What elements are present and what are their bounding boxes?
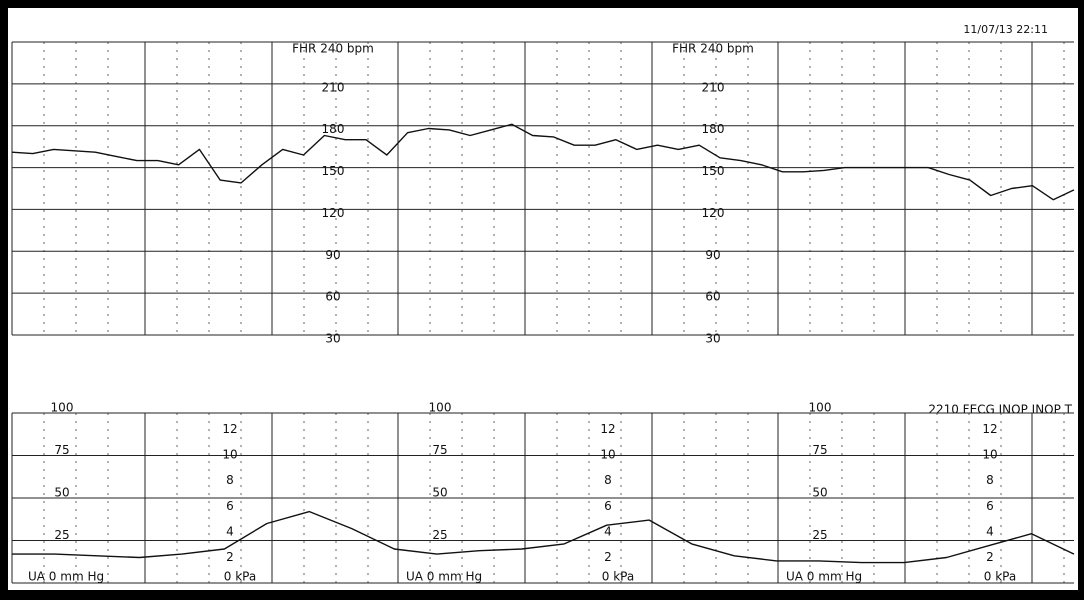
y2-tick-label: 6 [986,499,994,513]
y-tick-label: 120 [322,206,345,220]
y-tick-label: 50 [812,486,827,500]
y-tick-label: 30 [325,332,340,346]
y-tick-label: 25 [812,528,827,542]
timestamp: 11/07/13 22:11 [963,23,1048,36]
y2-tick-label: 6 [226,499,234,513]
y2-tick-label: 8 [986,473,994,487]
y2-tick-label: 2 [604,550,612,564]
y-tick-label: 150 [322,164,345,178]
y-tick-label: UA 0 mm Hg [28,570,104,584]
y-tick-label: 180 [322,122,345,136]
y2-tick-label: 10 [982,448,997,462]
y-tick-label: FHR 240 bpm [672,42,754,56]
trace-line [11,123,1075,201]
y2-tick-label: 12 [222,422,237,436]
y-tick-label: 75 [812,443,827,457]
y2-tick-label: 4 [226,524,234,538]
y2-tick-label: 0 kPa [224,570,256,584]
y-tick-label: FHR 240 bpm [292,42,374,56]
y-tick-label: 25 [54,528,69,542]
y-tick-label: 50 [54,486,69,500]
y2-tick-label: 10 [222,448,237,462]
y2-tick-label: 8 [226,473,234,487]
y-tick-label: 50 [432,486,447,500]
y-tick-label: 100 [51,401,74,415]
paper [8,8,1078,590]
y-tick-label: 90 [705,248,720,262]
y-tick-label: 100 [429,401,452,415]
y-tick-label: 120 [702,206,725,220]
y2-tick-label: 8 [604,473,612,487]
y-tick-label: 30 [705,332,720,346]
y2-tick-label: 4 [604,524,612,538]
y2-tick-label: 0 kPa [602,570,634,584]
y-tick-label: 210 [322,80,345,94]
y-tick-label: UA 0 mm Hg [406,570,482,584]
y2-tick-label: 4 [986,524,994,538]
y-tick-label: UA 0 mm Hg [786,570,862,584]
y-tick-label: 180 [702,122,725,136]
y-tick-label: 150 [702,164,725,178]
y-tick-label: 25 [432,528,447,542]
y2-tick-label: 10 [600,448,615,462]
y-tick-label: 90 [325,248,340,262]
y-tick-label: 60 [325,290,340,304]
y-tick-label: 100 [809,401,832,415]
y2-tick-label: 12 [600,422,615,436]
y2-tick-label: 12 [982,422,997,436]
y-tick-label: 75 [54,443,69,457]
y-tick-label: 60 [705,290,720,304]
status-text: 2210 FECG INOP INOP T [928,403,1072,417]
y2-tick-label: 6 [604,499,612,513]
y2-tick-label: 2 [226,550,234,564]
y2-tick-label: 0 kPa [984,570,1016,584]
y-tick-label: 210 [702,80,725,94]
y2-tick-label: 2 [986,550,994,564]
y-tick-label: 75 [432,443,447,457]
trace-line [12,510,1075,564]
